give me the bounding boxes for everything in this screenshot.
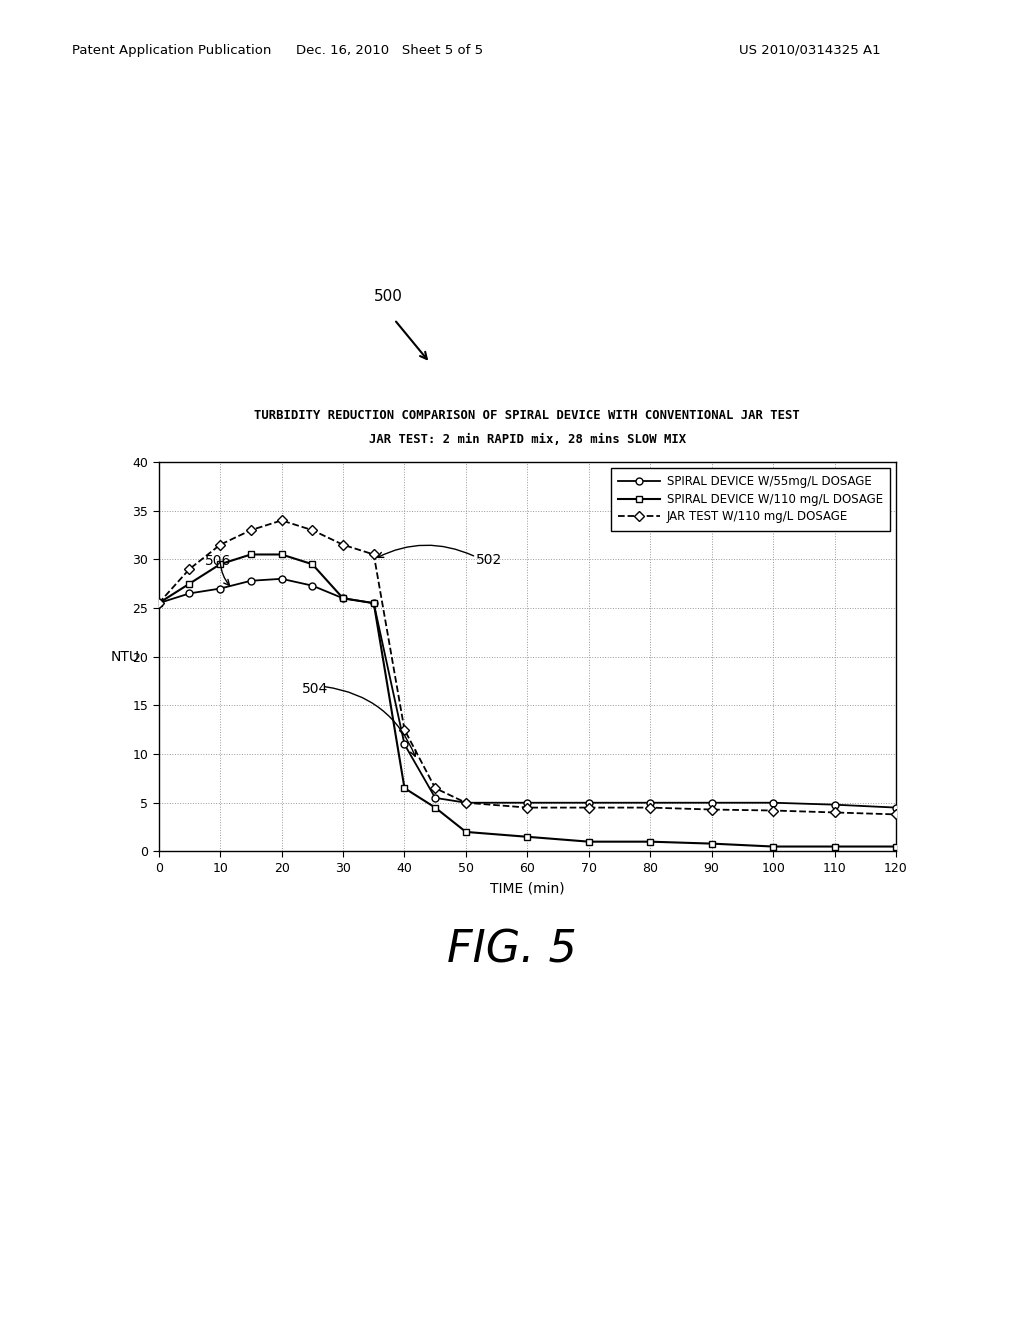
SPIRAL DEVICE W/55mg/L DOSAGE: [183, 586, 196, 602]
SPIRAL DEVICE W/55mg/L DOSAGE: [153, 595, 165, 611]
SPIRAL DEVICE W/55mg/L DOSAGE: [245, 573, 257, 589]
JAR TEST W/110 mg/L DOSAGE: [890, 807, 902, 822]
Line: SPIRAL DEVICE W/110 mg/L DOSAGE: SPIRAL DEVICE W/110 mg/L DOSAGE: [156, 550, 899, 850]
Text: Dec. 16, 2010   Sheet 5 of 5: Dec. 16, 2010 Sheet 5 of 5: [296, 44, 482, 57]
JAR TEST W/110 mg/L DOSAGE: [245, 523, 257, 539]
SPIRAL DEVICE W/55mg/L DOSAGE: [828, 797, 841, 813]
Text: 506: 506: [205, 554, 231, 568]
SPIRAL DEVICE W/55mg/L DOSAGE: [521, 795, 534, 810]
SPIRAL DEVICE W/110 mg/L DOSAGE: [245, 546, 257, 562]
SPIRAL DEVICE W/110 mg/L DOSAGE: [706, 836, 718, 851]
Text: TURBIDITY REDUCTION COMPARISON OF SPIRAL DEVICE WITH CONVENTIONAL JAR TEST: TURBIDITY REDUCTION COMPARISON OF SPIRAL…: [255, 409, 800, 422]
SPIRAL DEVICE W/110 mg/L DOSAGE: [275, 546, 288, 562]
JAR TEST W/110 mg/L DOSAGE: [368, 546, 380, 562]
Legend: SPIRAL DEVICE W/55mg/L DOSAGE, SPIRAL DEVICE W/110 mg/L DOSAGE, JAR TEST W/110 m: SPIRAL DEVICE W/55mg/L DOSAGE, SPIRAL DE…: [611, 467, 890, 531]
JAR TEST W/110 mg/L DOSAGE: [644, 800, 656, 816]
SPIRAL DEVICE W/55mg/L DOSAGE: [460, 795, 472, 810]
JAR TEST W/110 mg/L DOSAGE: [337, 537, 349, 553]
Text: 502: 502: [476, 553, 503, 566]
SPIRAL DEVICE W/55mg/L DOSAGE: [706, 795, 718, 810]
SPIRAL DEVICE W/110 mg/L DOSAGE: [398, 780, 411, 796]
SPIRAL DEVICE W/110 mg/L DOSAGE: [337, 590, 349, 606]
Text: Patent Application Publication: Patent Application Publication: [72, 44, 271, 57]
Line: SPIRAL DEVICE W/55mg/L DOSAGE: SPIRAL DEVICE W/55mg/L DOSAGE: [156, 576, 899, 810]
SPIRAL DEVICE W/110 mg/L DOSAGE: [890, 838, 902, 854]
JAR TEST W/110 mg/L DOSAGE: [153, 595, 165, 611]
JAR TEST W/110 mg/L DOSAGE: [828, 805, 841, 821]
SPIRAL DEVICE W/110 mg/L DOSAGE: [583, 834, 595, 850]
SPIRAL DEVICE W/110 mg/L DOSAGE: [214, 556, 226, 572]
SPIRAL DEVICE W/55mg/L DOSAGE: [429, 789, 441, 805]
SPIRAL DEVICE W/55mg/L DOSAGE: [214, 581, 226, 597]
JAR TEST W/110 mg/L DOSAGE: [183, 561, 196, 577]
X-axis label: TIME (min): TIME (min): [490, 882, 564, 896]
SPIRAL DEVICE W/110 mg/L DOSAGE: [306, 556, 318, 572]
SPIRAL DEVICE W/55mg/L DOSAGE: [398, 737, 411, 752]
SPIRAL DEVICE W/110 mg/L DOSAGE: [153, 595, 165, 611]
SPIRAL DEVICE W/110 mg/L DOSAGE: [828, 838, 841, 854]
SPIRAL DEVICE W/110 mg/L DOSAGE: [767, 838, 779, 854]
SPIRAL DEVICE W/55mg/L DOSAGE: [890, 800, 902, 816]
Text: 504: 504: [302, 682, 329, 696]
Text: JAR TEST: 2 min RAPID mix, 28 mins SLOW MIX: JAR TEST: 2 min RAPID mix, 28 mins SLOW …: [369, 433, 686, 446]
JAR TEST W/110 mg/L DOSAGE: [429, 780, 441, 796]
SPIRAL DEVICE W/55mg/L DOSAGE: [583, 795, 595, 810]
SPIRAL DEVICE W/55mg/L DOSAGE: [337, 590, 349, 606]
SPIRAL DEVICE W/110 mg/L DOSAGE: [183, 576, 196, 591]
JAR TEST W/110 mg/L DOSAGE: [521, 800, 534, 816]
Y-axis label: NTU: NTU: [111, 649, 140, 664]
SPIRAL DEVICE W/55mg/L DOSAGE: [644, 795, 656, 810]
Text: US 2010/0314325 A1: US 2010/0314325 A1: [739, 44, 881, 57]
SPIRAL DEVICE W/55mg/L DOSAGE: [306, 578, 318, 594]
JAR TEST W/110 mg/L DOSAGE: [767, 803, 779, 818]
Text: 500: 500: [374, 289, 402, 304]
SPIRAL DEVICE W/110 mg/L DOSAGE: [460, 824, 472, 840]
SPIRAL DEVICE W/110 mg/L DOSAGE: [521, 829, 534, 845]
Line: JAR TEST W/110 mg/L DOSAGE: JAR TEST W/110 mg/L DOSAGE: [156, 517, 899, 818]
SPIRAL DEVICE W/55mg/L DOSAGE: [275, 570, 288, 586]
JAR TEST W/110 mg/L DOSAGE: [275, 512, 288, 528]
JAR TEST W/110 mg/L DOSAGE: [706, 801, 718, 817]
SPIRAL DEVICE W/55mg/L DOSAGE: [767, 795, 779, 810]
SPIRAL DEVICE W/110 mg/L DOSAGE: [429, 800, 441, 816]
SPIRAL DEVICE W/110 mg/L DOSAGE: [368, 595, 380, 611]
Text: FIG. 5: FIG. 5: [447, 929, 577, 972]
JAR TEST W/110 mg/L DOSAGE: [583, 800, 595, 816]
JAR TEST W/110 mg/L DOSAGE: [398, 722, 411, 738]
JAR TEST W/110 mg/L DOSAGE: [460, 795, 472, 810]
JAR TEST W/110 mg/L DOSAGE: [306, 523, 318, 539]
SPIRAL DEVICE W/110 mg/L DOSAGE: [644, 834, 656, 850]
SPIRAL DEVICE W/55mg/L DOSAGE: [368, 595, 380, 611]
JAR TEST W/110 mg/L DOSAGE: [214, 537, 226, 553]
